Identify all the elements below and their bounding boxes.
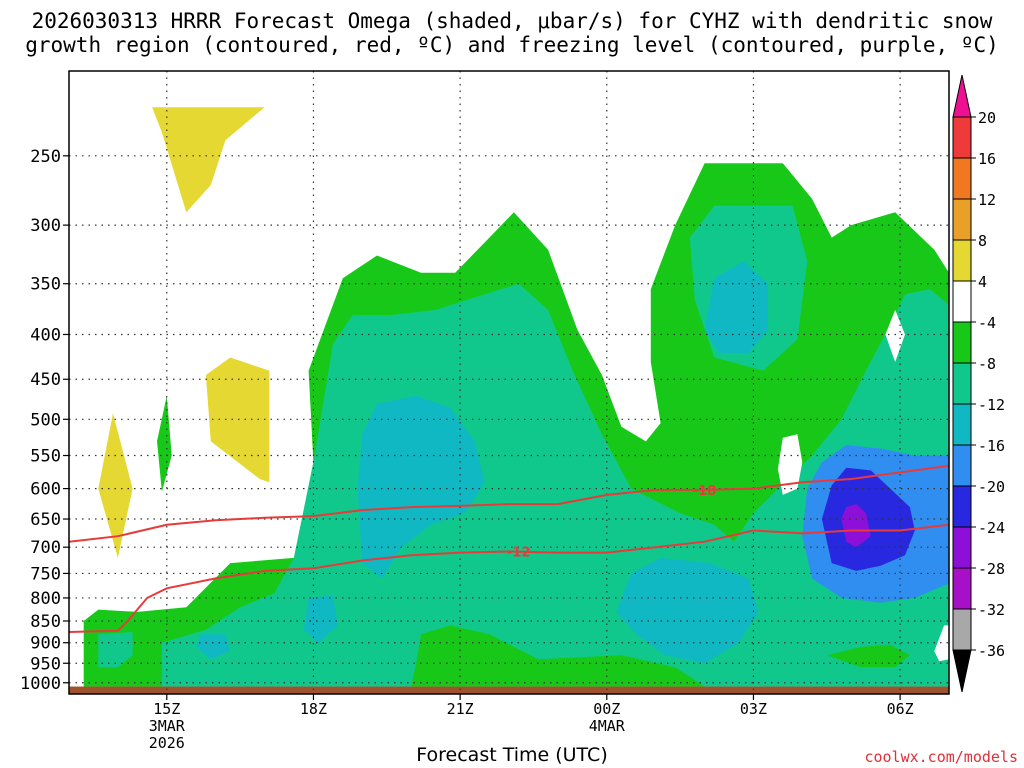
omega-n16-left — [196, 634, 231, 660]
x-tick-label-15Z-2: 2026 — [149, 734, 185, 752]
colorbar-label-11: -28 — [978, 560, 1005, 578]
contour-label--18: -18 — [693, 484, 717, 499]
x-axis-title: Forecast Time (UTC) — [416, 744, 608, 766]
y-tick-label-300: 300 — [30, 216, 61, 236]
colorbar-band-7 — [952, 362, 972, 405]
y-tick-label-500: 500 — [30, 410, 61, 430]
y-axis: 2503003504004505005506006507007508008509… — [20, 147, 69, 694]
temperature-contours: -18 -12 — [69, 464, 949, 633]
omega-n12-main — [161, 283, 949, 687]
colorbar-band-13 — [952, 608, 972, 651]
y-tick-label-700: 700 — [30, 538, 61, 558]
omega-pos-left — [98, 413, 133, 558]
plot-frame — [68, 70, 950, 695]
y-tick-label-550: 550 — [30, 447, 61, 467]
colorbar-label-3: 8 — [978, 232, 987, 250]
y-tick-label-800: 800 — [30, 589, 61, 609]
omega-n16-lower — [616, 557, 759, 664]
contour-line--18 — [69, 464, 949, 543]
colorbar-band-1 — [952, 116, 972, 159]
colorbar-band-5 — [952, 280, 972, 323]
colorbar-label-4: 4 — [978, 273, 987, 291]
omega-green-low — [826, 644, 910, 668]
omega-white-hole-mid — [777, 434, 803, 495]
omega-pos-upper — [152, 107, 265, 213]
chart-title-line-2: growth region (contoured, red, ºC) and f… — [25, 33, 999, 57]
omega-white-hole-low — [934, 625, 949, 662]
colorbar-label-6: -8 — [978, 355, 996, 373]
x-tick-label-06Z: 06Z — [887, 700, 914, 718]
y-tick-label-650: 650 — [30, 510, 61, 530]
y-tick-label-750: 750 — [30, 564, 61, 584]
x-tick-label-15Z: 15Z — [153, 700, 180, 718]
y-tick-label-400: 400 — [30, 325, 61, 345]
colorbar-label-2: 12 — [978, 191, 996, 209]
colorbar-band-4 — [952, 239, 972, 282]
colorbar-band-12 — [952, 567, 972, 610]
shaded-regions — [83, 107, 949, 687]
colorbar-band-8 — [952, 403, 972, 446]
omega-white-hole-upper — [885, 309, 905, 362]
x-tick-label-03Z: 03Z — [740, 700, 767, 718]
y-tick-label-850: 850 — [30, 612, 61, 632]
omega-pos-mid — [205, 357, 270, 483]
colorbar-band-11 — [952, 526, 972, 569]
chart-title-line-1: 2026030313 HRRR Forecast Omega (shaded, … — [31, 9, 993, 33]
colorbar-label-13: -36 — [978, 642, 1005, 660]
y-tick-label-250: 250 — [30, 147, 61, 167]
y-tick-label-350: 350 — [30, 275, 61, 295]
colorbar-label-8: -16 — [978, 437, 1005, 455]
colorbar-label-9: -20 — [978, 478, 1005, 496]
x-tick-label-00Z-1: 4MAR — [589, 717, 626, 735]
x-tick-label-21Z: 21Z — [447, 700, 474, 718]
colorbar-bottom-arrow — [952, 649, 972, 693]
omega-n16-mid — [357, 395, 485, 579]
omega-n16-small — [303, 595, 338, 643]
colorbar-band-3 — [952, 198, 972, 241]
colorbar-band-10 — [952, 485, 972, 528]
colorbar-label-5: -4 — [978, 314, 996, 332]
colorbar-band-2 — [952, 157, 972, 200]
colorbar-top-arrow — [952, 74, 972, 118]
colorbar-band-6 — [952, 321, 972, 364]
y-tick-label-1000: 1000 — [20, 674, 61, 694]
y-tick-label-600: 600 — [30, 480, 61, 500]
omega-n12-left — [98, 632, 133, 668]
colorbar-band-9 — [952, 444, 972, 487]
colorbar-label-7: -12 — [978, 396, 1005, 414]
x-tick-label-18Z: 18Z — [300, 700, 327, 718]
omega-n24 — [821, 467, 915, 571]
omega-n28 — [841, 504, 871, 548]
ground-strip — [69, 686, 949, 694]
y-tick-label-900: 900 — [30, 634, 61, 654]
x-tick-label-15Z-1: 3MAR — [149, 717, 186, 735]
y-tick-label-950: 950 — [30, 654, 61, 674]
x-tick-label-00Z: 00Z — [593, 700, 620, 718]
omega-neg-thin — [157, 395, 172, 492]
credit-text: coolwx.com/models — [864, 748, 1018, 766]
contour-line--12 — [69, 523, 949, 633]
colorbar-label-1: 16 — [978, 150, 996, 168]
colorbar: 20 16 12 8 4 -4 -8 -12 -16 -20 -24 -28 -32 -36 — [952, 74, 1005, 693]
colorbar-label-0: 20 — [978, 109, 996, 127]
colorbar-label-10: -24 — [978, 519, 1005, 537]
colorbar-label-12: -32 — [978, 601, 1005, 619]
contour-label--12: -12 — [507, 546, 531, 561]
y-tick-label-450: 450 — [30, 370, 61, 390]
